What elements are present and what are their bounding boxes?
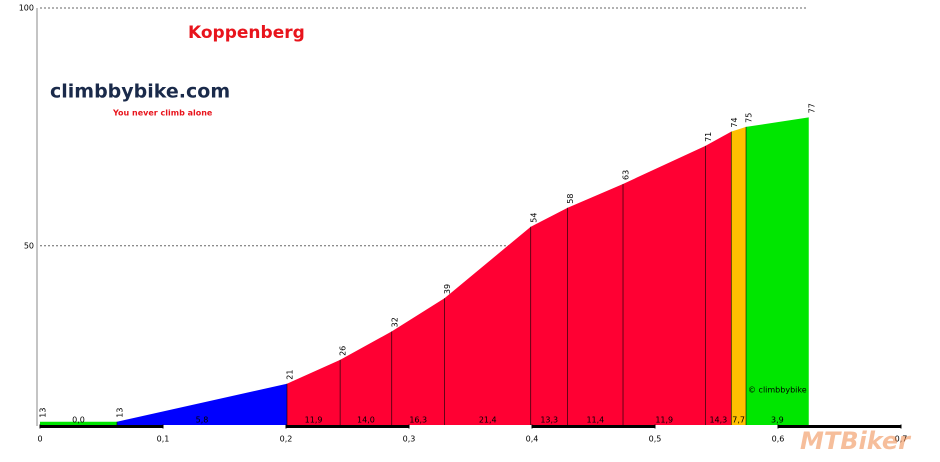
elevation-label: 63 xyxy=(622,170,631,180)
segment xyxy=(530,207,568,427)
grade-label: 11,9 xyxy=(655,416,673,425)
x-tick-label: 0 xyxy=(37,435,42,444)
grade-label: 3,9 xyxy=(771,416,784,425)
elevation-label: 13 xyxy=(39,408,48,418)
segment xyxy=(623,145,706,427)
segment xyxy=(746,117,809,427)
elevation-label: 74 xyxy=(730,117,739,127)
elevation-label: 39 xyxy=(443,284,452,294)
logo: climbbybike.com xyxy=(50,81,230,103)
watermark: MTBiker xyxy=(800,427,912,455)
x-tick-label: 0,6 xyxy=(772,435,785,444)
x-tick-label: 0,4 xyxy=(526,435,539,444)
elevation-label: 77 xyxy=(807,103,816,113)
x-tick-label: 0,7 xyxy=(895,435,908,444)
elevation-label: 71 xyxy=(704,132,713,142)
elevation-label: 75 xyxy=(745,113,754,123)
chart-title: Koppenberg xyxy=(188,23,305,43)
segment xyxy=(391,298,445,427)
grade-label: 5,8 xyxy=(196,416,209,425)
elevation-label: 21 xyxy=(285,370,294,380)
segment xyxy=(705,131,732,427)
grade-label: 21,4 xyxy=(479,416,497,425)
segment xyxy=(444,226,531,427)
elevation-label: 26 xyxy=(339,346,348,356)
segment xyxy=(340,331,392,427)
elevation-label: 13 xyxy=(115,408,124,418)
segment xyxy=(116,383,287,427)
elevation-label: 58 xyxy=(566,194,575,204)
grade-label: 0,0 xyxy=(72,416,85,425)
grade-label: 11,9 xyxy=(305,416,323,425)
tagline: You never climb alone xyxy=(112,109,213,118)
segment xyxy=(567,183,624,427)
x-tick-label: 0,2 xyxy=(280,435,293,444)
grade-label: 16,3 xyxy=(409,416,427,425)
grade-label: 14,3 xyxy=(709,416,727,425)
grade-label: 14,0 xyxy=(357,416,375,425)
grade-label: 13,3 xyxy=(540,416,558,425)
y-tick-label: 100 xyxy=(19,4,34,13)
x-tick-label: 0,3 xyxy=(403,435,416,444)
elevation-label: 32 xyxy=(390,317,399,327)
x-tick-label: 0,5 xyxy=(649,435,662,444)
segment xyxy=(286,359,341,427)
segment xyxy=(731,126,747,427)
grade-label: 7,7 xyxy=(732,416,745,425)
copyright: © climbbybike xyxy=(748,386,807,395)
elevation-label: 54 xyxy=(529,213,538,223)
grade-label: 11,4 xyxy=(586,416,604,425)
y-tick-label: 50 xyxy=(24,241,34,250)
x-tick-label: 0,1 xyxy=(157,435,170,444)
